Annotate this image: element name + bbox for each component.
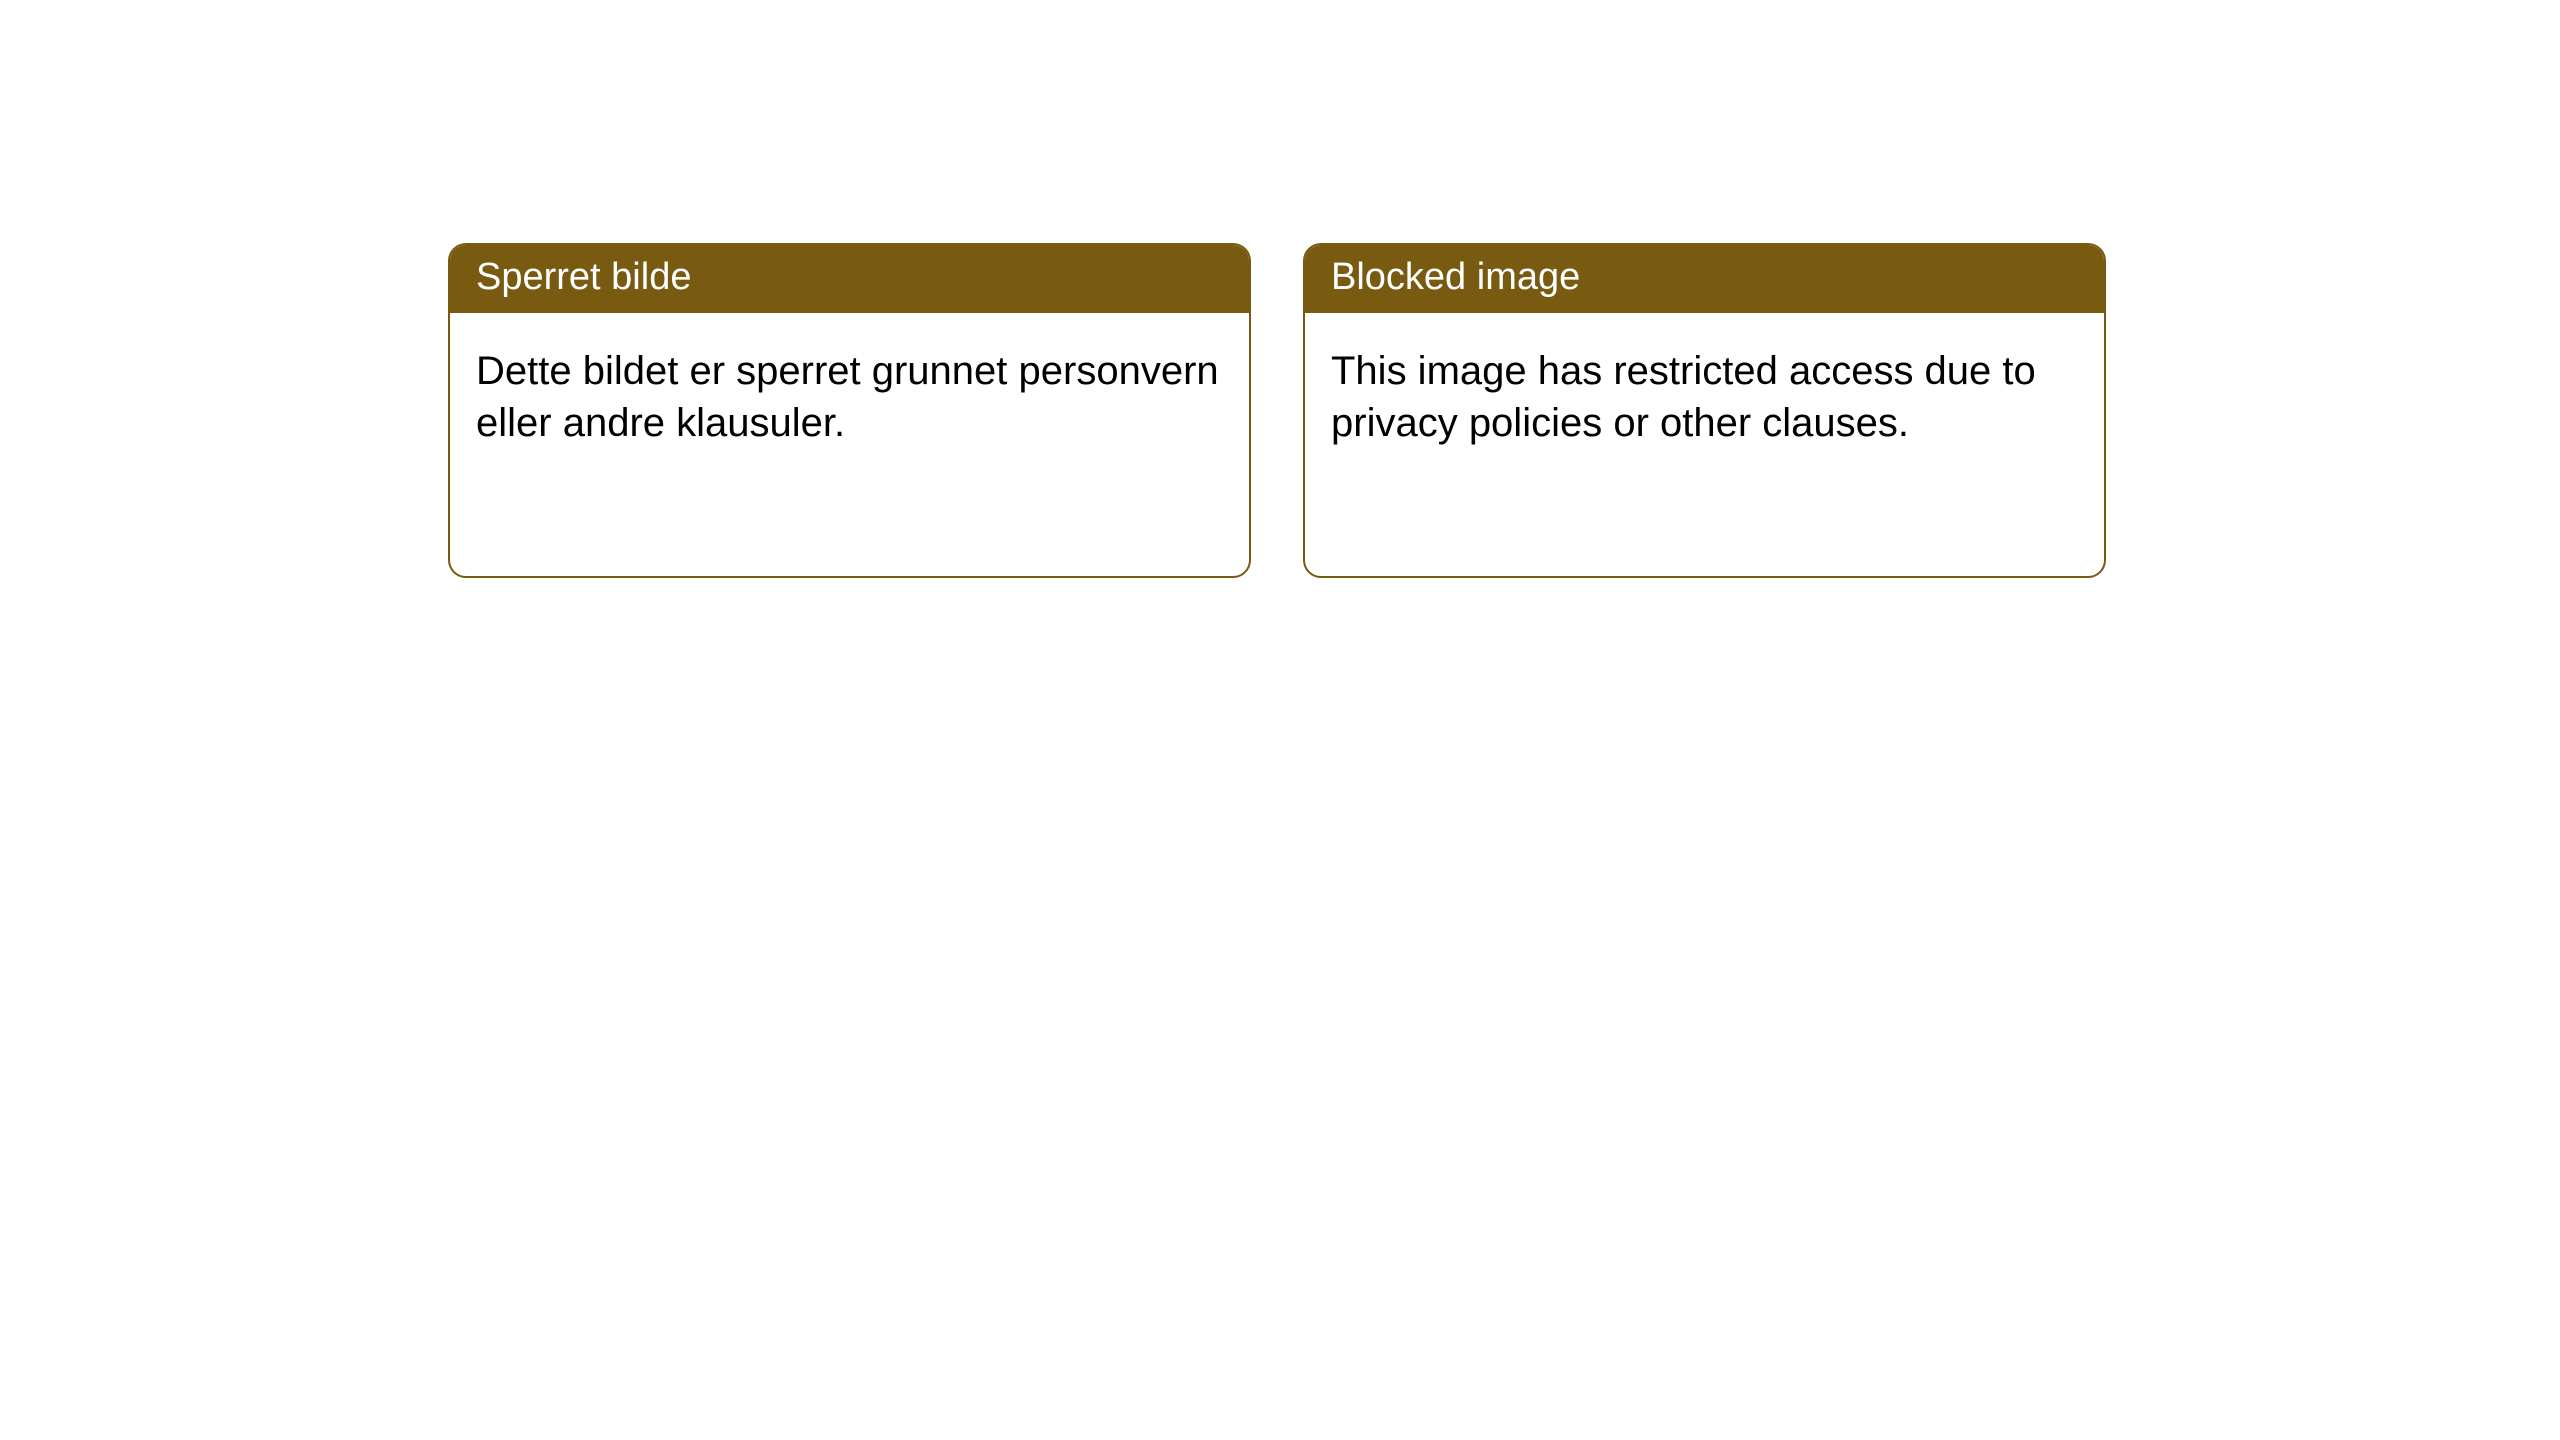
notice-box-english: Blocked image This image has restricted … bbox=[1303, 243, 2106, 578]
notice-header: Sperret bilde bbox=[450, 245, 1249, 313]
notice-body: This image has restricted access due to … bbox=[1305, 313, 2104, 481]
notice-box-norwegian: Sperret bilde Dette bildet er sperret gr… bbox=[448, 243, 1251, 578]
notice-body: Dette bildet er sperret grunnet personve… bbox=[450, 313, 1249, 481]
notice-header: Blocked image bbox=[1305, 245, 2104, 313]
notice-container: Sperret bilde Dette bildet er sperret gr… bbox=[448, 243, 2106, 578]
